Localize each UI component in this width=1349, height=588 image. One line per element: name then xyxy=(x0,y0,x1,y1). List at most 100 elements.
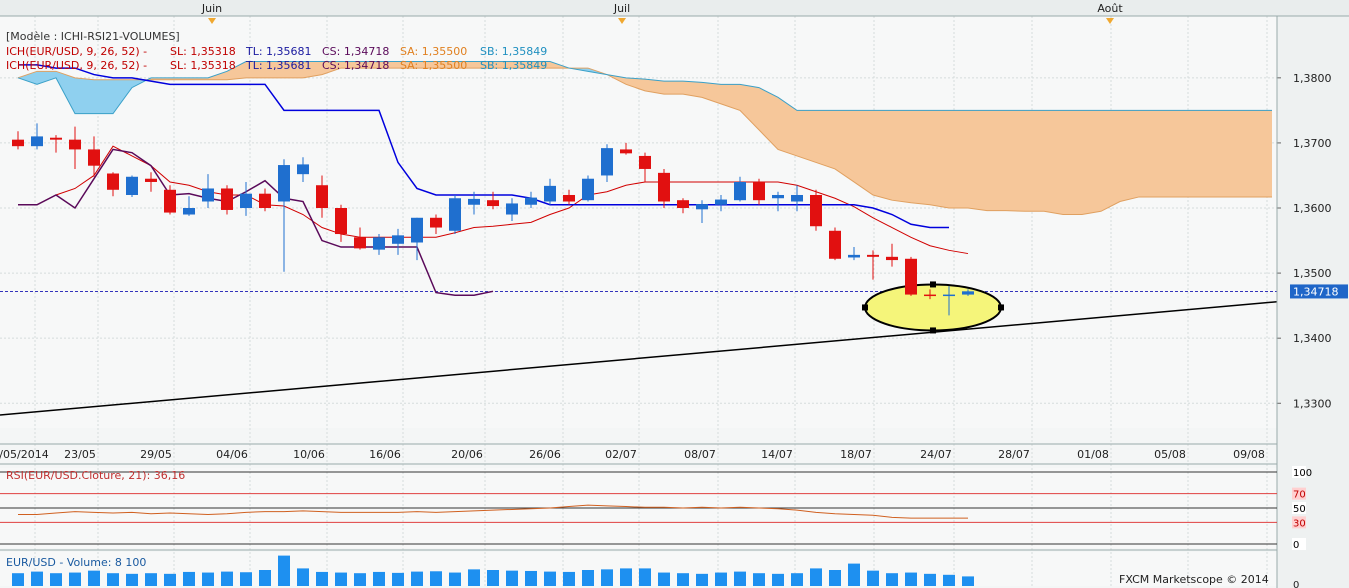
volume-bar[interactable] xyxy=(259,570,271,586)
volume-bar[interactable] xyxy=(962,576,974,586)
volume-bar[interactable] xyxy=(468,569,480,586)
volume-bar[interactable] xyxy=(886,573,898,586)
candle-body[interactable] xyxy=(810,194,822,227)
volume-bar[interactable] xyxy=(696,573,708,586)
candle-body[interactable] xyxy=(411,217,423,243)
volume-bar[interactable] xyxy=(183,571,195,586)
candle-body[interactable] xyxy=(943,294,955,297)
candle-body[interactable] xyxy=(316,185,328,209)
volume-bar[interactable] xyxy=(31,571,43,586)
volume-bar[interactable] xyxy=(734,571,746,586)
price-panel[interactable] xyxy=(0,61,1277,416)
volume-bar[interactable] xyxy=(145,573,157,586)
volume-bar[interactable] xyxy=(240,572,252,586)
volume-bar[interactable] xyxy=(639,568,651,586)
volume-bar[interactable] xyxy=(354,573,366,586)
volume-bar[interactable] xyxy=(620,568,632,586)
candle-body[interactable] xyxy=(677,200,689,209)
candle-body[interactable] xyxy=(658,172,670,202)
volume-bar[interactable] xyxy=(810,568,822,586)
volume-panel[interactable]: EUR/USD - Volume: 8 100 FXCM Marketscope … xyxy=(0,549,1299,588)
candle-body[interactable] xyxy=(924,294,936,297)
candle-body[interactable] xyxy=(696,204,708,210)
volume-bar[interactable] xyxy=(848,563,860,586)
volume-bar[interactable] xyxy=(430,571,442,586)
candle-body[interactable] xyxy=(107,173,119,190)
volume-bar[interactable] xyxy=(373,571,385,586)
candle-body[interactable] xyxy=(164,189,176,213)
volume-bar[interactable] xyxy=(677,573,689,586)
candle-body[interactable] xyxy=(886,256,898,261)
volume-bar[interactable] xyxy=(316,571,328,586)
volume-bar[interactable] xyxy=(791,573,803,586)
candle-body[interactable] xyxy=(620,149,632,154)
volume-bar[interactable] xyxy=(335,572,347,586)
candle-body[interactable] xyxy=(582,178,594,201)
candle-body[interactable] xyxy=(430,217,442,228)
candle-body[interactable] xyxy=(962,291,974,295)
candle-body[interactable] xyxy=(468,198,480,205)
candle-body[interactable] xyxy=(183,208,195,215)
volume-bar[interactable] xyxy=(164,573,176,586)
candle-body[interactable] xyxy=(297,164,309,175)
candle-body[interactable] xyxy=(601,148,613,176)
volume-bar[interactable] xyxy=(544,571,556,586)
volume-bar[interactable] xyxy=(943,574,955,586)
candle-body[interactable] xyxy=(88,149,100,166)
volume-bar[interactable] xyxy=(772,573,784,586)
price-axis[interactable]: 1,3800 1,3700 1,3600 1,3500 1,3400 1,3300 1,34… xyxy=(1276,16,1348,588)
candle-body[interactable] xyxy=(639,155,651,169)
volume-bar[interactable] xyxy=(867,570,879,586)
candle-body[interactable] xyxy=(867,254,879,257)
candle-body[interactable] xyxy=(259,193,271,209)
volume-bar[interactable] xyxy=(449,572,461,586)
volume-bar[interactable] xyxy=(411,571,423,586)
candle-body[interactable] xyxy=(734,181,746,201)
volume-bar[interactable] xyxy=(392,572,404,586)
candle-body[interactable] xyxy=(449,198,461,231)
candle-body[interactable] xyxy=(31,136,43,147)
volume-bar[interactable] xyxy=(563,571,575,586)
ellipse-handle[interactable] xyxy=(998,304,1004,311)
highlight-ellipse[interactable] xyxy=(864,283,1002,332)
volume-bar[interactable] xyxy=(297,568,309,586)
volume-bar[interactable] xyxy=(107,573,119,586)
volume-bar[interactable] xyxy=(658,572,670,586)
candle-body[interactable] xyxy=(772,194,784,199)
candle-body[interactable] xyxy=(221,188,233,210)
volume-bar[interactable] xyxy=(50,573,62,586)
candle-body[interactable] xyxy=(278,165,290,202)
candle-body[interactable] xyxy=(145,178,157,182)
candle-body[interactable] xyxy=(69,139,81,150)
candle-body[interactable] xyxy=(563,194,575,202)
volume-bar[interactable] xyxy=(582,570,594,586)
volume-bar[interactable] xyxy=(278,555,290,586)
candle-body[interactable] xyxy=(506,203,518,215)
ellipse-handle[interactable] xyxy=(862,304,868,311)
candle-body[interactable] xyxy=(240,193,252,209)
volume-bar[interactable] xyxy=(506,570,518,586)
volume-bar[interactable] xyxy=(202,572,214,586)
candle-body[interactable] xyxy=(202,188,214,202)
rsi-panel[interactable]: RSI(EUR/USD.Cloture, 21): 36,16 100 70 50 30… xyxy=(0,463,1312,551)
candle-body[interactable] xyxy=(525,197,537,205)
candle-body[interactable] xyxy=(848,254,860,258)
volume-bar[interactable] xyxy=(12,573,24,586)
candle-body[interactable] xyxy=(50,137,62,140)
volume-bar[interactable] xyxy=(525,570,537,586)
candle-body[interactable] xyxy=(487,200,499,207)
volume-bar[interactable] xyxy=(88,570,100,586)
candle-body[interactable] xyxy=(544,185,556,202)
volume-bar[interactable] xyxy=(829,570,841,586)
candle-body[interactable] xyxy=(829,230,841,259)
candle-body[interactable] xyxy=(753,181,765,201)
candle-body[interactable] xyxy=(373,237,385,250)
candle-body[interactable] xyxy=(354,237,366,249)
volume-bar[interactable] xyxy=(924,573,936,586)
candle-body[interactable] xyxy=(392,235,404,244)
candle-body[interactable] xyxy=(12,139,24,147)
ellipse-handle[interactable] xyxy=(930,327,936,334)
volume-bar[interactable] xyxy=(487,570,499,586)
volume-bar[interactable] xyxy=(905,572,917,586)
